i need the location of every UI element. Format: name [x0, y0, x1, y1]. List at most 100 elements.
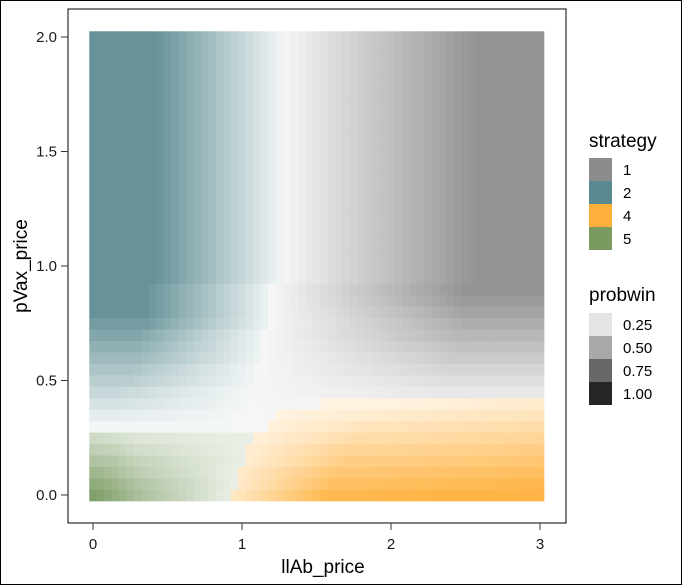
- heatmap-tile: [513, 317, 522, 330]
- heatmap-tile: [402, 409, 411, 422]
- heatmap-tile: [335, 432, 344, 445]
- heatmap-tile: [320, 191, 329, 204]
- heatmap-tile: [394, 180, 403, 193]
- heatmap-tile: [476, 420, 485, 433]
- heatmap-tile: [305, 191, 314, 204]
- heatmap-tile: [230, 42, 239, 55]
- heatmap-tile: [476, 111, 485, 124]
- heatmap-tile: [297, 168, 306, 181]
- heatmap-tile: [357, 214, 366, 227]
- heatmap-tile: [439, 466, 448, 479]
- heatmap-tile: [417, 42, 426, 55]
- heatmap-tile: [484, 409, 493, 422]
- heatmap-tile: [312, 88, 321, 101]
- heatmap-tile: [171, 271, 180, 284]
- heatmap-tile: [387, 134, 396, 147]
- heatmap-tile: [89, 88, 98, 101]
- heatmap-tile: [104, 306, 113, 319]
- heatmap-tile: [394, 283, 403, 296]
- heatmap-tile: [372, 466, 381, 479]
- heatmap-tile: [178, 454, 187, 467]
- heatmap-tile: [454, 443, 463, 456]
- heatmap-tile: [506, 443, 515, 456]
- heatmap-tile: [506, 168, 515, 181]
- heatmap-tile: [290, 397, 299, 410]
- heatmap-tile: [253, 42, 262, 55]
- heatmap-tile: [364, 432, 373, 445]
- heatmap-tile: [238, 351, 247, 364]
- heatmap-tile: [223, 42, 232, 55]
- heatmap-tile: [178, 374, 187, 387]
- heatmap-tile: [491, 65, 500, 78]
- heatmap-tile: [148, 77, 157, 90]
- heatmap-tile: [521, 271, 530, 284]
- heatmap-tile: [521, 466, 530, 479]
- heatmap-tile: [431, 489, 441, 502]
- heatmap-tile: [230, 180, 239, 193]
- heatmap-tile: [431, 386, 441, 399]
- heatmap-tile: [320, 489, 329, 502]
- heatmap-tile: [424, 374, 433, 387]
- heatmap-tile: [372, 214, 381, 227]
- heatmap-tile: [409, 374, 418, 387]
- heatmap-tile: [521, 374, 530, 387]
- heatmap-tile: [230, 54, 239, 67]
- heatmap-tile: [215, 88, 224, 101]
- heatmap-tile: [238, 489, 247, 502]
- heatmap-tile: [417, 168, 426, 181]
- heatmap-tile: [320, 374, 329, 387]
- heatmap-tile: [171, 409, 180, 422]
- heatmap-tile: [238, 237, 247, 250]
- heatmap-tile: [215, 294, 224, 307]
- heatmap-tile: [499, 122, 508, 135]
- heatmap-tile: [335, 466, 344, 479]
- heatmap-tile: [290, 489, 299, 502]
- heatmap-tile: [238, 88, 247, 101]
- heatmap-tile: [290, 409, 299, 422]
- heatmap-tile: [96, 42, 105, 55]
- heatmap-tile: [335, 454, 344, 467]
- heatmap-tile: [305, 168, 314, 181]
- heatmap-tile: [141, 317, 150, 330]
- heatmap-tile: [282, 111, 292, 124]
- heatmap-tile: [253, 203, 262, 216]
- heatmap-tile: [528, 340, 537, 353]
- heatmap-tile: [104, 432, 113, 445]
- heatmap-tile: [461, 225, 470, 238]
- heatmap-tile: [111, 443, 120, 456]
- heatmap-tile: [186, 191, 195, 204]
- heatmap-tile: [253, 409, 262, 422]
- heatmap-tile: [364, 374, 373, 387]
- heatmap-tile: [513, 328, 522, 342]
- heatmap-tile: [364, 214, 373, 227]
- heatmap-tile: [506, 214, 515, 227]
- heatmap-tile: [350, 134, 359, 147]
- heatmap-tile: [253, 283, 262, 296]
- heatmap-tile: [461, 260, 470, 273]
- heatmap-tile: [133, 191, 143, 204]
- heatmap-tile: [96, 237, 105, 250]
- heatmap-tile: [439, 111, 448, 124]
- heatmap-tile: [193, 248, 202, 261]
- heatmap-tile: [178, 351, 187, 364]
- heatmap-tile: [431, 260, 441, 273]
- heatmap-tile: [148, 294, 157, 307]
- heatmap-tile: [223, 168, 232, 181]
- heatmap-tile: [238, 180, 247, 193]
- heatmap-tile: [141, 328, 150, 342]
- heatmap-tile: [484, 374, 493, 387]
- heatmap-tile: [446, 443, 455, 456]
- heatmap-tile: [275, 237, 284, 250]
- heatmap-tile: [148, 88, 157, 101]
- heatmap-tile: [178, 283, 187, 296]
- heatmap-tile: [379, 54, 388, 67]
- heatmap-tile: [499, 409, 508, 422]
- heatmap-tile: [469, 271, 478, 284]
- heatmap-tile: [223, 237, 232, 250]
- heatmap-tile: [230, 31, 239, 44]
- heatmap-tile: [89, 374, 98, 387]
- heatmap-tile: [215, 420, 224, 433]
- heatmap-tile: [327, 397, 336, 410]
- heatmap-tile: [215, 248, 224, 261]
- heatmap-tile: [163, 214, 172, 227]
